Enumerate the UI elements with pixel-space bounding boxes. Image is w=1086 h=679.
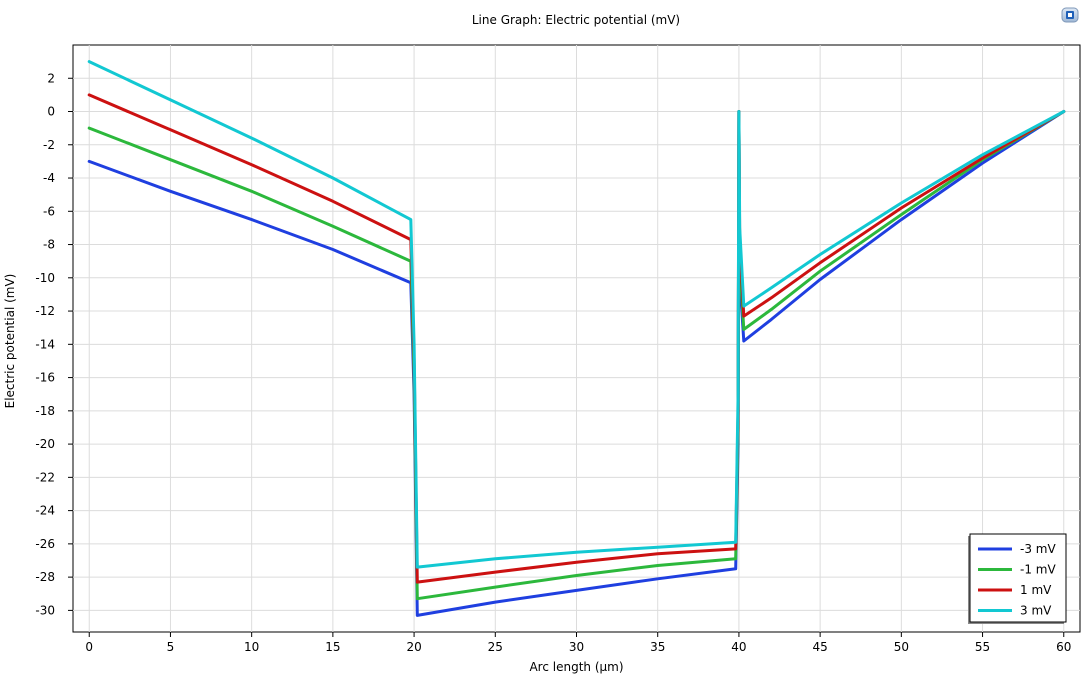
y-tick-label: -28 bbox=[35, 570, 55, 584]
x-tick-label: 55 bbox=[975, 640, 990, 654]
y-tick-label: -18 bbox=[35, 404, 55, 418]
series-line-1mV bbox=[87, 93, 1066, 584]
chart-title: Line Graph: Electric potential (mV) bbox=[471, 13, 681, 27]
y-tick-label: -4 bbox=[43, 171, 55, 185]
legend-label: -1 mV bbox=[1020, 563, 1056, 577]
series-line-neg3mV bbox=[87, 110, 1066, 617]
graphics-window-icon[interactable] bbox=[1061, 6, 1079, 24]
y-tick-label: -30 bbox=[35, 603, 55, 617]
y-tick-label: -14 bbox=[35, 337, 55, 351]
x-tick-label: 50 bbox=[894, 640, 909, 654]
x-tick-label: 60 bbox=[1056, 640, 1071, 654]
x-axis-label: Arc length (µm) bbox=[529, 660, 623, 674]
y-tick-label: -26 bbox=[35, 537, 55, 551]
series-lines bbox=[87, 60, 1066, 617]
legend-label: 1 mV bbox=[1020, 583, 1052, 597]
y-tick-label: 2 bbox=[47, 71, 55, 85]
legend-label: -3 mV bbox=[1020, 542, 1056, 556]
y-tick-label: -24 bbox=[35, 504, 55, 518]
x-tick-label: 15 bbox=[325, 640, 340, 654]
x-tick-label: 40 bbox=[731, 640, 746, 654]
series-line-neg1mV bbox=[87, 110, 1066, 601]
y-tick-label: -6 bbox=[43, 204, 55, 218]
y-tick-label: -16 bbox=[35, 371, 55, 385]
x-tick-label: 25 bbox=[488, 640, 503, 654]
axes: 0 5 10 15 20 25 30 35 40 45 50 55 6020-2-4-6-8-10-12… bbox=[35, 71, 1071, 654]
y-tick-label: -22 bbox=[35, 470, 55, 484]
y-tick-label: -10 bbox=[35, 271, 55, 285]
y-tick-label: -12 bbox=[35, 304, 55, 318]
x-tick-label: 20 bbox=[406, 640, 421, 654]
x-tick-label: 35 bbox=[650, 640, 665, 654]
legend-label: 3 mV bbox=[1020, 604, 1052, 618]
y-axis-label: Electric potential (mV) bbox=[3, 274, 17, 409]
x-tick-label: 30 bbox=[569, 640, 584, 654]
legend: -3 mV -1 mV 1 mV 3 mV bbox=[968, 533, 1067, 624]
series-line-3mV bbox=[87, 60, 1066, 569]
x-tick-label: 5 bbox=[167, 640, 175, 654]
y-tick-label: -8 bbox=[43, 238, 55, 252]
x-tick-label: 0 bbox=[85, 640, 93, 654]
y-tick-label: -2 bbox=[43, 138, 55, 152]
y-tick-label: -20 bbox=[35, 437, 55, 451]
graphics-window-icon-glyph bbox=[1061, 7, 1079, 23]
x-tick-label: 45 bbox=[812, 640, 827, 654]
y-tick-label: 0 bbox=[47, 105, 55, 119]
x-tick-label: 10 bbox=[244, 640, 259, 654]
